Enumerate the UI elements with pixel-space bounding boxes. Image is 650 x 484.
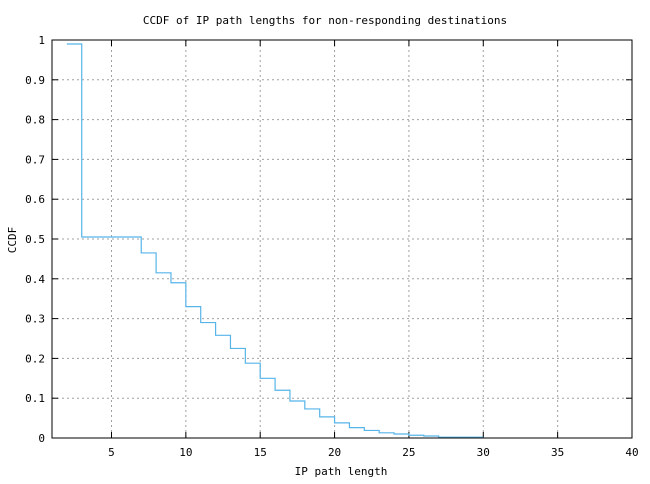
x-tick-label: 40 [625,446,638,459]
x-tick-label: 15 [254,446,267,459]
x-axis-label: IP path length [295,465,388,478]
series [66,43,484,438]
x-tick-label: 10 [179,446,192,459]
grid [52,40,632,438]
y-tick-label: 0.6 [25,193,45,206]
x-tick-label: 25 [402,446,415,459]
y-tick-label: 0.1 [25,392,45,405]
x-tick-label: 30 [477,446,490,459]
chart-title: CCDF of IP path lengths for non-respondi… [143,14,507,27]
x-tick-label: 35 [551,446,564,459]
y-tick-label: 1 [38,34,45,47]
ccdf-step-line [66,43,484,438]
y-axis-label: CCDF [6,227,19,254]
x-tick-label: 20 [328,446,341,459]
y-tick-label: 0.2 [25,352,45,365]
y-tick-label: 0.3 [25,313,45,326]
y-tick-label: 0.7 [25,153,45,166]
plot-border [51,39,633,439]
y-tick-label: 0 [38,432,45,445]
y-tick-label: 0.9 [25,74,45,87]
x-tick-label: 5 [108,446,115,459]
y-tick-label: 0.4 [25,273,45,286]
y-tick-label: 0.5 [25,233,45,246]
ticks: 5 10 15 20 25 30 35 40 0 0.1 0.2 0.3 0.4 0.5 0.6 0.7 0.8… [25,34,639,459]
y-tick-label: 0.8 [25,114,45,127]
